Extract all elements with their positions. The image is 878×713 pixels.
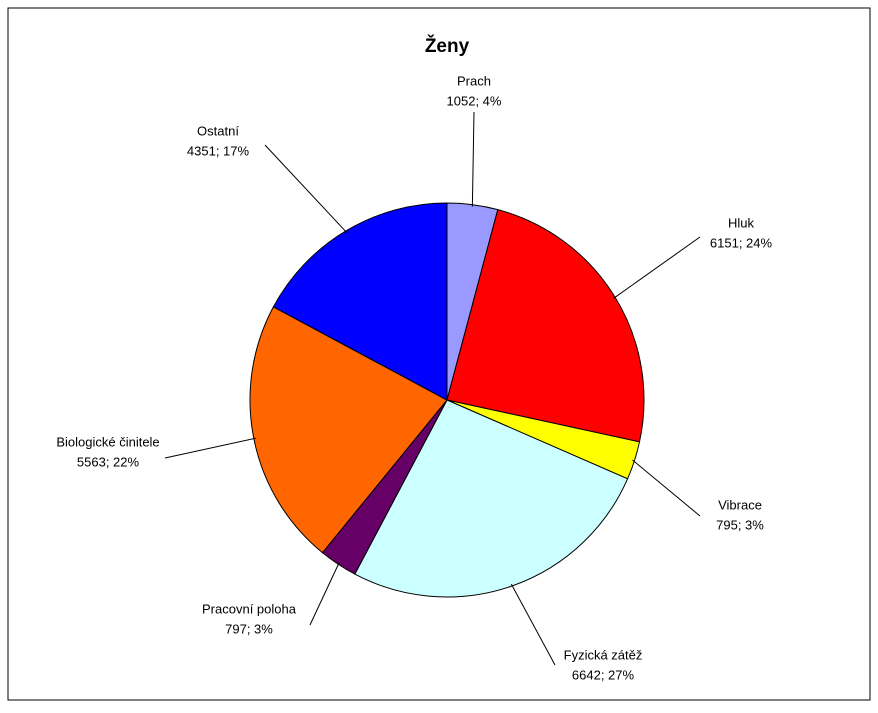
leader-line (164, 437, 256, 459)
slice-label: Hluk (728, 215, 755, 230)
leader-line (510, 583, 556, 666)
slice-value-label: 797; 3% (225, 621, 273, 636)
slice-value-label: 1052; 4% (447, 93, 502, 108)
leader-line (613, 236, 701, 299)
slice-value-label: 5563; 22% (77, 454, 140, 469)
leader-line (264, 144, 348, 234)
slice-label: Vibrace (718, 497, 762, 512)
leader-line (471, 111, 475, 207)
chart-title: Ženy (425, 35, 470, 57)
leader-line (309, 562, 340, 626)
slice-label: Pracovní poloha (202, 601, 297, 616)
slice-value-label: 4351; 17% (187, 143, 250, 158)
slice-value-label: 795; 3% (716, 517, 764, 532)
slice-label: Biologické činitele (56, 434, 159, 449)
slice-value-label: 6151; 24% (710, 235, 773, 250)
slice-label: Ostatní (197, 123, 239, 138)
slice-value-label: 6642; 27% (572, 667, 635, 682)
slice-label: Fyzická zátěž (564, 647, 643, 662)
leader-line (632, 459, 701, 517)
slice-label: Prach (457, 73, 491, 88)
